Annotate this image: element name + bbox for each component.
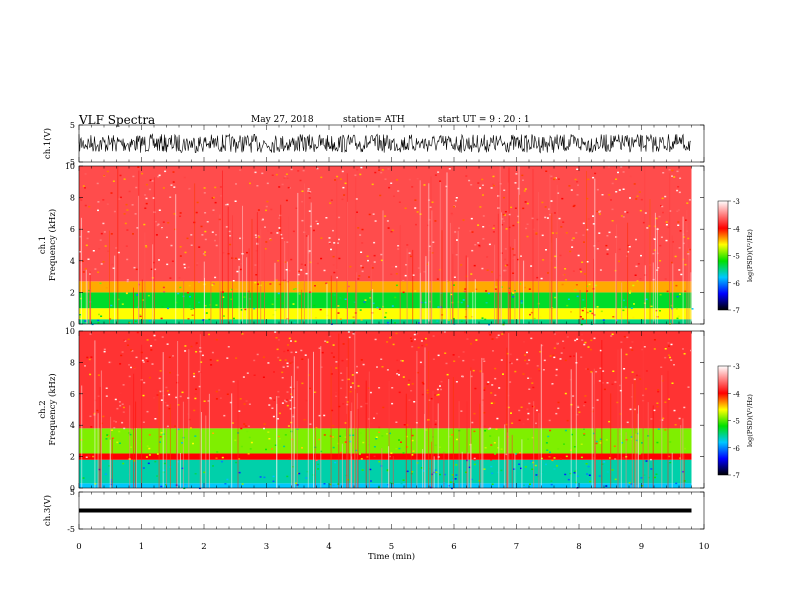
x-tick-label: 1 <box>139 542 144 552</box>
ch1-waveform-ylabel: ch.1(V) <box>42 128 53 159</box>
colorbar-tick-label: -3 <box>733 198 740 206</box>
ch2-spectrogram-colorbar: -3 -4 -5 -6 -7 log(PSD)(V²/Hz) <box>717 363 754 480</box>
x-tick-label: 8 <box>576 542 581 552</box>
y-tick-label: 0 <box>70 320 75 329</box>
ch2-spectrogram-band-0 <box>79 483 692 488</box>
colorbar-tick-label: -6 <box>733 445 740 453</box>
y-tick-label: 10 <box>65 327 75 336</box>
ch2-spectrogram-texture <box>80 331 692 490</box>
colorbar-tick-label: -7 <box>733 307 740 315</box>
x-tick-label: 2 <box>201 542 206 552</box>
x-tick-label: 3 <box>264 542 269 552</box>
x-tick-label: 7 <box>514 542 519 552</box>
colorbar-label: log(PSD)(V²/Hz) <box>746 229 754 282</box>
ch1-spectrogram-colorbar: -3 -4 -5 -6 -7 log(PSD)(V²/Hz) <box>717 198 754 315</box>
colorbar-tick-label: -3 <box>733 363 740 371</box>
colorbar-tick-label: -4 <box>733 390 740 398</box>
x-tick-label: 4 <box>326 542 331 552</box>
x-tick-label: 10 <box>699 542 710 552</box>
y-tick-label: 0 <box>70 484 75 493</box>
ch2-spectrogram-band-3 <box>79 428 692 454</box>
ch1-spectrogram-band-1 <box>79 308 692 320</box>
y-tick-label: 2 <box>70 288 75 297</box>
ch3-waveform-panel: 5 -5 ch.3(V) 0 1 2 3 4 5 6 7 8 9 10 Time (min) <box>42 488 709 562</box>
ch2-spectrogram-ylabel: ch.2 Frequency (kHz) <box>38 373 58 445</box>
y-tick-label: 6 <box>70 225 75 234</box>
y-tick-label: 6 <box>70 390 75 399</box>
y-tick-label: 8 <box>70 358 75 367</box>
y-tick-label: -5 <box>67 525 75 534</box>
ch1-spectrogram-ylabel: ch.1 Frequency (kHz) <box>38 209 58 281</box>
x-tick-label: 0 <box>76 542 81 552</box>
ch1-spectrogram-band-3 <box>79 281 692 293</box>
colorbar-gradient <box>717 365 729 476</box>
y-axis-label-line: Frequency (kHz) <box>47 373 58 445</box>
y-tick-label: 10 <box>65 162 75 171</box>
y-tick-label: 4 <box>70 421 75 430</box>
ch2-spectrogram-band-2 <box>79 453 692 460</box>
y-axis-label-line: ch.1 <box>38 236 48 254</box>
colorbar-tick-label: -7 <box>733 472 740 480</box>
y-axis-label-line: ch.2 <box>38 400 48 418</box>
start-time-label: start UT = 9 : 20 : 1 <box>438 115 530 125</box>
colorbar-tick-label: -5 <box>733 253 740 261</box>
ch1-spectrogram-band-2 <box>79 292 692 309</box>
ch3-waveform-ylabel: ch.3(V) <box>42 495 53 526</box>
ch1-spectrogram-panel: -3 -4 -5 -6 -7 log(PSD)(V²/Hz) 0 2 4 6 8 10 ch.1 Freq… <box>38 162 754 329</box>
figure-title: VLF Spectra <box>79 113 156 127</box>
colorbar-gradient <box>717 200 729 311</box>
y-tick-label: 2 <box>70 453 75 462</box>
colorbar-label: log(PSD)(V²/Hz) <box>746 394 754 447</box>
colorbar-tick-label: -4 <box>733 225 740 233</box>
recording-date: May 27, 2018 <box>251 115 314 125</box>
y-tick-label: 5 <box>70 121 75 130</box>
x-tick-label: 6 <box>451 542 456 552</box>
y-axis-label-line: ch.1(V) <box>42 128 53 159</box>
ch1-waveform-trace <box>78 133 691 154</box>
x-tick-label: 9 <box>639 542 644 552</box>
x-tick-label: 5 <box>389 542 394 552</box>
ch1-waveform-panel: 5 -5 ch.1(V) <box>42 121 705 167</box>
y-axis-label-line: Frequency (kHz) <box>47 209 58 281</box>
y-tick-label: -5 <box>67 158 75 167</box>
x-axis-label: Time (min) <box>368 551 415 562</box>
ch3-waveform-trace <box>79 508 692 513</box>
station-label: station= ATH <box>343 115 405 125</box>
ch1-spectrogram-band-4 <box>79 166 692 282</box>
ch1-spectrogram-texture <box>79 166 694 326</box>
colorbar-tick-label: -6 <box>733 280 740 288</box>
ch1-spectrogram-band-0 <box>79 319 692 324</box>
colorbar-tick-label: -5 <box>733 418 740 426</box>
y-axis-label-line: ch.3(V) <box>42 495 53 526</box>
y-tick-label: 4 <box>70 257 75 266</box>
ch2-spectrogram-panel: -3 -4 -5 -6 -7 log(PSD)(V²/Hz) 0 2 4 6 8 10 ch.2 Freq… <box>38 327 754 493</box>
y-tick-label: 8 <box>70 194 75 203</box>
y-tick-label: 5 <box>70 488 75 497</box>
